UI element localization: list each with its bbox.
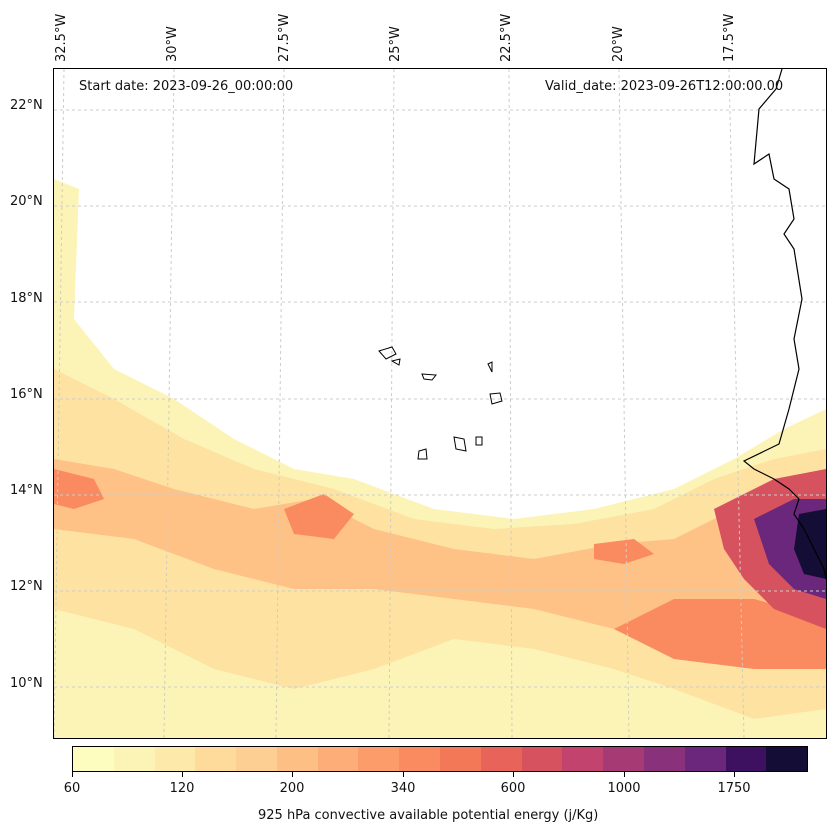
valid-date-label: Valid_date: 2023-09-26T12:00:00.00: [545, 79, 784, 94]
cape-band-mid: [54, 459, 826, 669]
colorbar-level-12: [521, 747, 563, 771]
colorbar-level-4: [195, 747, 237, 771]
colorbar-tick-340: 340: [390, 781, 416, 796]
map-panel: Start date: 2023-09-26_00:00:00 Valid_da…: [53, 68, 827, 739]
lon-label-30w: 30°W: [165, 26, 180, 62]
colorbar-level-2: [113, 747, 155, 771]
lon-label-17-5w: 17.5°W: [722, 13, 737, 62]
lat-label-22n: 22°N: [10, 98, 43, 113]
lat-label-16n: 16°N: [10, 387, 43, 402]
colorbar-level-18: [766, 747, 808, 771]
cape-band-high: [54, 469, 826, 669]
lon-label-20w: 20°W: [611, 26, 626, 62]
lon-label-25w: 25°W: [388, 26, 403, 62]
colorbar-level-9: [399, 747, 441, 771]
lon-label-22-5w: 22.5°W: [499, 13, 514, 62]
colorbar-level-10: [440, 747, 481, 771]
colorbar-tick-600: 600: [500, 781, 526, 796]
lat-label-12n: 12°N: [10, 579, 43, 594]
colorbar-tick-1000: 1000: [607, 781, 641, 796]
colorbar-tick-60: 60: [63, 781, 81, 796]
colorbar-level-8: [358, 747, 400, 771]
graticule: [54, 69, 826, 738]
colorbar-level-14: [603, 747, 644, 771]
lat-label-18n: 18°N: [10, 291, 43, 306]
lat-label-20n: 20°N: [10, 194, 43, 209]
colorbar-level-6: [276, 747, 318, 771]
colorbar-level-17: [725, 747, 767, 771]
coastline: [742, 69, 826, 580]
lon-label-27-5w: 27.5°W: [277, 13, 292, 62]
colorbar-level-15: [643, 747, 685, 771]
start-date-label: Start date: 2023-09-26_00:00:00: [79, 79, 294, 94]
colorbar-level-13: [562, 747, 604, 771]
colorbar: [72, 746, 808, 772]
colorbar-tick-1750: 1750: [717, 781, 751, 796]
cape-field-svg: [54, 69, 826, 738]
colorbar-level-1: [73, 747, 114, 771]
lon-label-32-5w: 32.5°W: [54, 13, 69, 62]
colorbar-label: 925 hPa convective available potential e…: [258, 808, 599, 823]
lat-label-10n: 10°N: [10, 676, 43, 691]
colorbar-tick-200: 200: [279, 781, 305, 796]
lat-label-14n: 14°N: [10, 483, 43, 498]
colorbar-level-5: [236, 747, 277, 771]
colorbar-level-11: [480, 747, 522, 771]
colorbar-level-7: [317, 747, 359, 771]
colorbar-tick-120: 120: [169, 781, 195, 796]
colorbar-level-16: [684, 747, 726, 771]
colorbar-level-3: [154, 747, 196, 771]
cape-verde-islands: [378, 346, 503, 460]
